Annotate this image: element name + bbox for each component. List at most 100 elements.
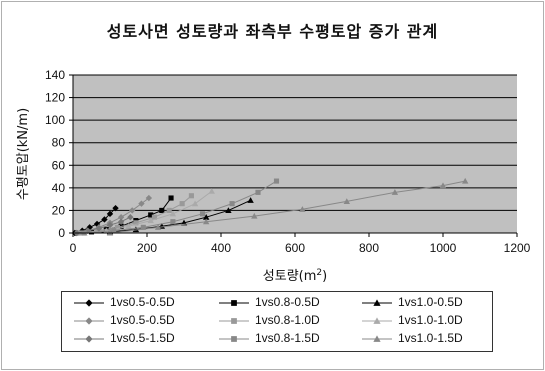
data-point <box>114 224 120 230</box>
data-point <box>391 189 399 195</box>
legend-swatch <box>362 317 392 324</box>
data-point <box>373 335 381 342</box>
legend-swatch <box>74 335 104 343</box>
data-point <box>229 201 235 207</box>
x-tick-label: 800 <box>359 241 379 255</box>
data-point <box>85 335 93 343</box>
data-point <box>179 201 185 207</box>
plot-background <box>73 75 517 233</box>
data-point <box>159 207 165 213</box>
series-8 <box>81 178 280 236</box>
data-point <box>145 194 153 202</box>
legend-label: 1vs0.8-1.5D <box>255 331 320 345</box>
data-point <box>166 207 172 213</box>
legend: 1vs0.5-0.5D 1vs0.8-0.5D 1vs1.0-0.5D 1vs0.5-… <box>61 291 493 352</box>
x-tick-label: 200 <box>137 241 157 255</box>
data-point <box>112 204 119 212</box>
chart-title: 성토사면 성토량과 좌측부 수평토압 증가 관계 <box>106 22 439 41</box>
data-point <box>151 214 157 220</box>
series-6 <box>80 188 215 236</box>
legend-swatch <box>362 299 392 306</box>
data-point <box>85 299 93 307</box>
data-point <box>373 317 381 324</box>
y-tick-label: 80 <box>52 136 66 150</box>
y-tick-label: 20 <box>52 203 66 217</box>
y-tick-label: 0 <box>58 226 65 240</box>
data-point <box>147 217 154 224</box>
legend-swatch <box>362 335 392 342</box>
data-point <box>247 197 254 203</box>
data-point <box>148 212 154 218</box>
data-point <box>85 317 93 325</box>
legend-label: 1vs1.0-0.5D <box>398 295 463 309</box>
data-point <box>129 207 136 214</box>
data-point <box>199 211 206 217</box>
data-point <box>188 193 194 199</box>
legend-swatch <box>219 336 249 342</box>
data-point <box>231 318 237 324</box>
data-point <box>101 216 108 223</box>
legend-label: 1vs0.5-1.5D <box>110 331 175 345</box>
gridlines <box>73 74 517 211</box>
data-point <box>117 218 125 225</box>
data-point <box>111 228 117 234</box>
y-tick-label: 120 <box>45 91 65 105</box>
data-point <box>299 206 306 212</box>
data-point <box>203 218 210 225</box>
legend-label: 1vs0.5-0.5D <box>110 313 175 327</box>
data-point <box>138 200 145 207</box>
legend-label: 1vs1.0-1.5D <box>398 331 463 345</box>
legend-swatch <box>74 317 104 325</box>
legend-swatch <box>219 300 249 306</box>
y-tick-label: 60 <box>52 158 66 172</box>
data-point <box>117 214 125 221</box>
data-point <box>231 336 237 342</box>
data-point <box>373 299 381 306</box>
x-tick-label: 0 <box>70 241 77 255</box>
data-point <box>154 224 162 230</box>
data-point <box>225 207 232 213</box>
axes: 0 20 40 60 80 100 120 140 0 200 400 600 800 1000 1200 <box>45 68 531 255</box>
legend-label: 1vs0.8-1.0D <box>255 313 320 327</box>
x-tick-label: 1200 <box>504 241 531 255</box>
series-9 <box>106 177 469 236</box>
data-point <box>140 224 146 230</box>
legend-label: 1vs0.8-0.5D <box>255 295 320 309</box>
x-tick-label: 600 <box>285 241 305 255</box>
legend-swatch <box>219 318 249 324</box>
y-tick-label: 100 <box>45 113 65 127</box>
x-tick-label: 400 <box>211 241 231 255</box>
data-point <box>84 227 91 234</box>
series-line <box>84 180 277 234</box>
x-axis-title: 성토량(m2) <box>263 268 327 284</box>
data-point <box>191 200 199 207</box>
data-point <box>231 300 237 306</box>
y-axis-title: 수평토압(kN/m) <box>16 108 31 200</box>
y-tick-label: 40 <box>52 181 66 195</box>
data-point <box>169 210 177 217</box>
data-point <box>95 225 103 232</box>
data-point <box>106 221 114 229</box>
data-point <box>462 177 469 184</box>
data-point <box>251 212 258 219</box>
data-point <box>439 182 447 189</box>
data-point <box>168 195 174 201</box>
data-point <box>203 214 210 220</box>
legend-label: 1vs1.0-1.0D <box>398 313 463 327</box>
data-point <box>127 214 134 221</box>
data-point <box>255 189 261 195</box>
data-point <box>133 220 139 226</box>
data-point <box>125 223 132 229</box>
legend-swatch <box>74 299 104 307</box>
data-point <box>132 226 140 233</box>
legend-label: 1vs0.5-0.5D <box>110 295 175 309</box>
x-tick-label: 1000 <box>430 241 457 255</box>
data-point <box>86 224 93 231</box>
data-point <box>343 198 350 204</box>
data-point <box>273 178 280 184</box>
data-point <box>170 219 176 225</box>
data-point <box>106 210 114 218</box>
y-tick-label: 140 <box>45 68 65 82</box>
data-point <box>208 188 215 194</box>
